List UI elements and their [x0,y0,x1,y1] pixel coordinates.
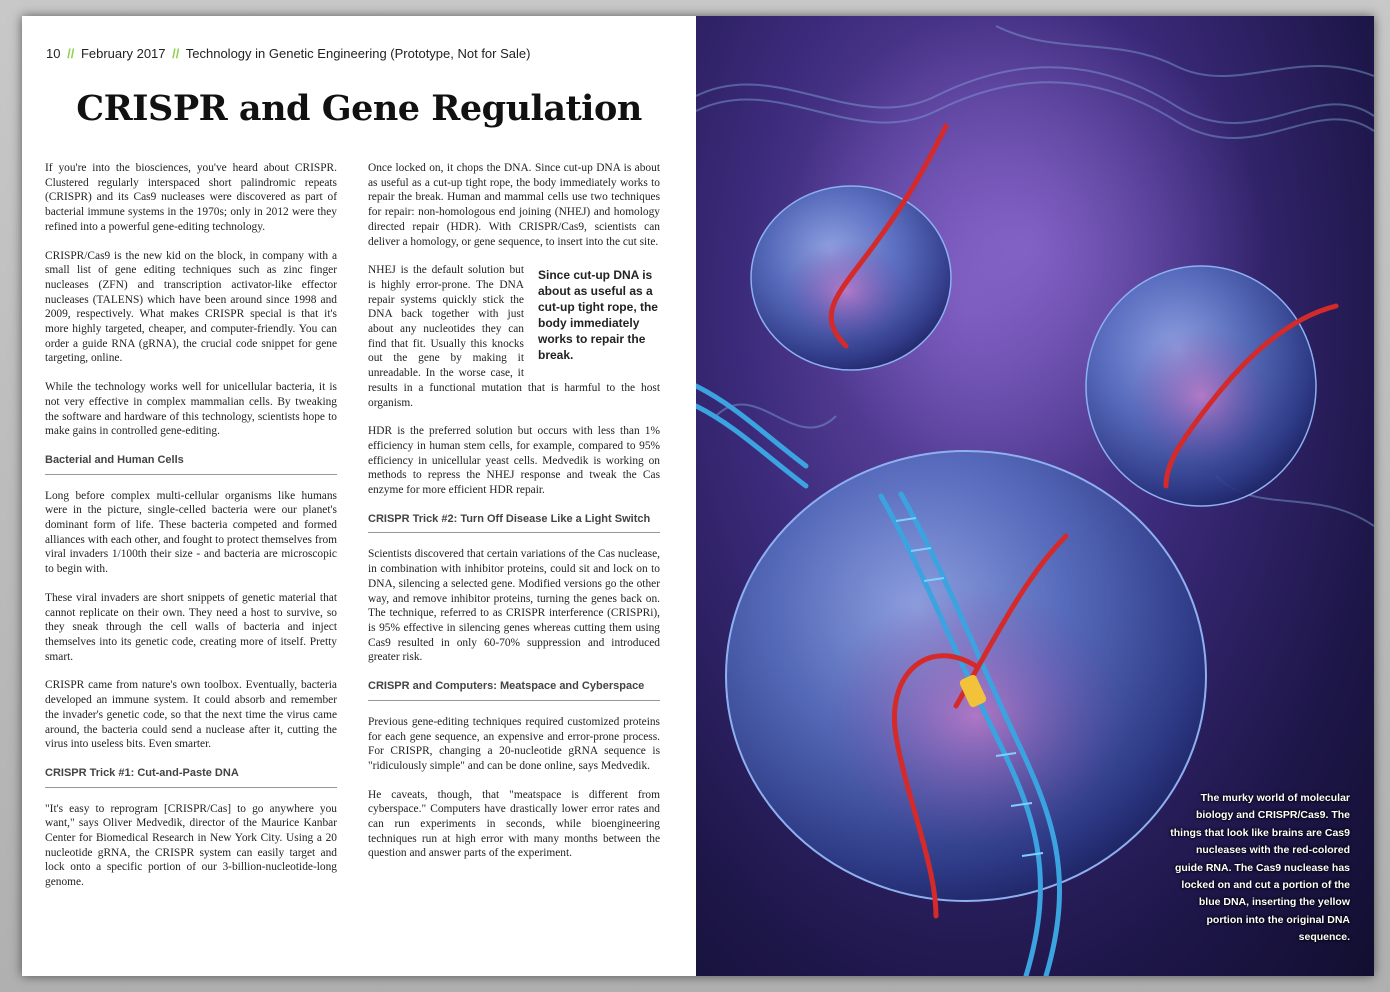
paragraph: He caveats, though, that "meatspace is d… [368,788,660,860]
section-heading: CRISPR Trick #1: Cut-and-Paste DNA [45,766,337,788]
section-heading: Bacterial and Human Cells [45,453,337,475]
article-title: CRISPR and Gene Regulation [76,88,642,129]
crispr-illustration [696,16,1374,976]
dna-rungs [895,517,1044,857]
publication-name: Technology in Genetic Engineering (Proto… [185,46,531,61]
paragraph: "It's easy to reprogram [CRISPR/Cas] to … [45,802,337,889]
section-heading: CRISPR and Computers: Meatspace and Cybe… [368,679,660,701]
yellow-insert [959,674,987,708]
pull-quote: Since cut-up DNA is about as useful as a… [538,268,658,363]
left-page: 10 // February 2017 // Technology in Gen… [22,16,696,976]
page-number: 10 [46,46,61,61]
paragraph: CRISPR/Cas9 is the new kid on the block,… [45,249,337,365]
paragraph: These viral invaders are short snippets … [45,591,337,663]
blue-dna [696,383,1062,976]
paragraph: NHEJ is the default solution but is high… [368,264,660,409]
paragraph: Once locked on, it chops the DNA. Since … [368,162,660,248]
paragraph: If you're into the biosciences, you've h… [45,162,337,233]
paragraph: Scientists discovered that certain varia… [368,548,660,664]
running-header: 10 // February 2017 // Technology in Gen… [46,46,530,61]
nuclease-small-right [1085,265,1317,507]
header-separator: // [67,46,75,61]
paragraph: Previous gene-editing techniques require… [368,715,660,772]
magazine-spread: 10 // February 2017 // Technology in Gen… [22,16,1374,976]
illustration-page: The murky world of molecular biology and… [696,16,1374,976]
header-separator: // [172,46,180,61]
column-left: If you're into the biosciences, you've h… [45,161,337,904]
issue-date: February 2017 [80,46,166,61]
paragraph: While the technology works well for unic… [45,381,337,438]
paragraph: Long before complex multi-cellular organ… [45,489,337,576]
section-heading: CRISPR Trick #2: Turn Off Disease Like a… [368,512,660,534]
column-right: Once locked on, it chops the DNA. Since … [368,161,660,875]
figure-caption: The murky world of molecular biology and… [1170,792,1350,944]
paragraph: CRISPR came from nature's own toolbox. E… [45,679,337,751]
paragraph: HDR is the preferred solution but occurs… [368,425,660,497]
